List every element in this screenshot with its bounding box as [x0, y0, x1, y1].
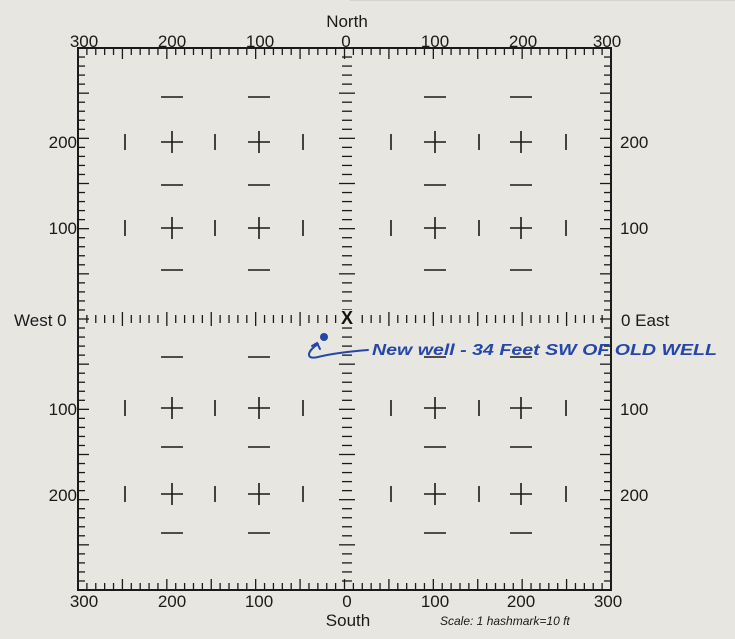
north-label: North — [326, 12, 368, 31]
top-hashmarks — [77, 48, 612, 59]
top-scale-label: 200 — [509, 32, 537, 51]
left-scale: 200 100 100 200 — [49, 133, 77, 505]
left-scale-label: 100 — [49, 219, 77, 238]
new-well-dot — [320, 333, 328, 341]
ns-center-ruler — [339, 47, 355, 591]
ew-center-ruler — [77, 312, 612, 326]
east-label: 0 East — [621, 311, 669, 330]
new-well-note: New well - 34 Feet SW OF OLD WELL — [372, 342, 717, 359]
new-well-annotation: New well - 34 Feet SW OF OLD WELL — [308, 333, 717, 359]
right-hashmarks — [600, 47, 611, 591]
right-scale: 200 100 100 200 — [620, 133, 648, 505]
right-scale-label: 100 — [620, 219, 648, 238]
left-hashmarks — [78, 47, 89, 591]
top-scale-label: 300 — [70, 32, 98, 51]
old-well-marker: X — [339, 308, 355, 328]
top-scale-label: 100 — [421, 32, 449, 51]
right-scale-label: 200 — [620, 133, 648, 152]
top-scale-label: 300 — [593, 32, 621, 51]
background-form-text — [350, 0, 735, 1]
bottom-scale-label: 0 — [342, 592, 351, 611]
top-scale-label: 0 — [341, 32, 350, 51]
top-scale-label: 200 — [158, 32, 186, 51]
old-well-x-label: X — [341, 308, 353, 328]
bottom-scale-label: 300 — [594, 592, 622, 611]
left-scale-label: 100 — [49, 400, 77, 419]
bottom-scale-label: 200 — [158, 592, 186, 611]
grid-marks — [124, 96, 567, 534]
pen-arrow-icon — [308, 343, 369, 359]
left-scale-label: 200 — [49, 486, 77, 505]
left-scale-label: 200 — [49, 133, 77, 152]
right-scale-label: 100 — [620, 400, 648, 419]
right-scale-label: 200 — [620, 486, 648, 505]
bottom-scale-label: 300 — [70, 592, 98, 611]
bottom-scale-label: 200 — [507, 592, 535, 611]
bottom-scale: 300 200 100 0 100 200 300 — [70, 592, 622, 611]
bottom-scale-label: 100 — [421, 592, 449, 611]
top-scale: 300 200 100 0 100 200 300 — [70, 32, 621, 51]
scale-note: Scale: 1 hashmark=10 ft — [440, 614, 570, 628]
top-scale-label: 100 — [246, 32, 274, 51]
bottom-scale-label: 100 — [245, 592, 273, 611]
south-label: South — [326, 611, 370, 630]
west-label: West 0 — [14, 311, 67, 330]
